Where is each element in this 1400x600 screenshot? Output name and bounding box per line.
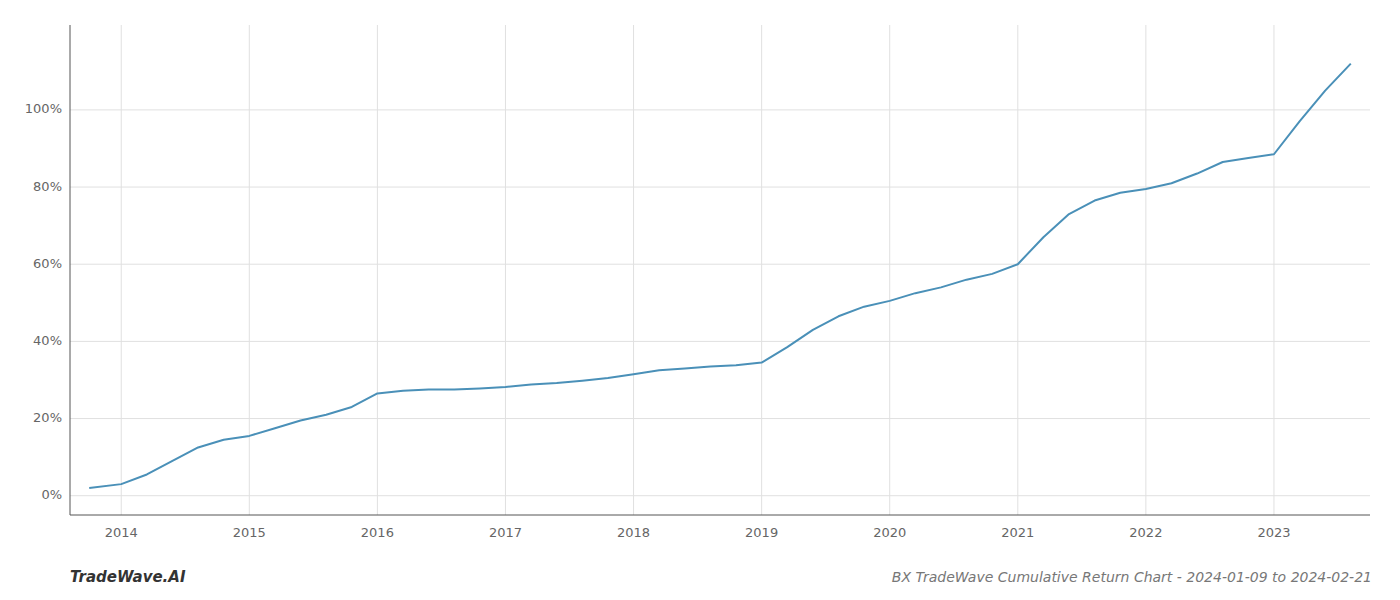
x-grid-line	[633, 25, 634, 515]
y-tick-label: 0%	[41, 487, 62, 502]
x-tick-label: 2022	[1129, 525, 1162, 540]
y-tick-label: 80%	[33, 179, 62, 194]
y-grid-line	[70, 264, 1370, 265]
x-tick-label: 2020	[873, 525, 906, 540]
y-tick-label: 40%	[33, 333, 62, 348]
x-grid-line	[889, 25, 890, 515]
x-grid-line	[121, 25, 122, 515]
y-grid-line	[70, 341, 1370, 342]
y-tick-label: 20%	[33, 410, 62, 425]
y-tick-label: 100%	[25, 101, 62, 116]
y-grid-line	[70, 187, 1370, 188]
y-grid-line	[70, 418, 1370, 419]
x-tick-label: 2021	[1001, 525, 1034, 540]
x-tick-label: 2019	[745, 525, 778, 540]
y-tick-label: 60%	[33, 256, 62, 271]
y-axis-line	[70, 25, 71, 515]
title: BX TradeWave Cumulative Return Chart - 2…	[892, 569, 1372, 585]
watermark: TradeWave.AI	[70, 568, 186, 586]
y-grid-line	[70, 109, 1370, 110]
x-axis-line	[70, 515, 1370, 516]
x-tick-label: 2017	[489, 525, 522, 540]
x-grid-line	[1017, 25, 1018, 515]
x-grid-line	[1145, 25, 1146, 515]
y-grid-line	[70, 495, 1370, 496]
chart: 0% 20% 40% 60% 80% 100% 2014 2015 2016 2017 2018 20…	[0, 0, 1400, 600]
plot-area	[89, 64, 1351, 488]
x-grid-line	[505, 25, 506, 515]
x-tick-label: 2023	[1257, 525, 1290, 540]
x-tick-label: 2016	[361, 525, 394, 540]
x-grid-line	[377, 25, 378, 515]
x-grid-line	[761, 25, 762, 515]
x-tick-label: 2014	[105, 525, 138, 540]
axes: 0% 20% 40% 60% 80% 100% 2014 2015 2016 2017 2018 20…	[25, 25, 1370, 540]
line	[89, 64, 1351, 488]
x-grid-line	[249, 25, 250, 515]
x-tick-label: 2018	[617, 525, 650, 540]
x-tick-label: 2015	[233, 525, 266, 540]
grid	[70, 25, 1370, 515]
x-grid-line	[1273, 25, 1274, 515]
